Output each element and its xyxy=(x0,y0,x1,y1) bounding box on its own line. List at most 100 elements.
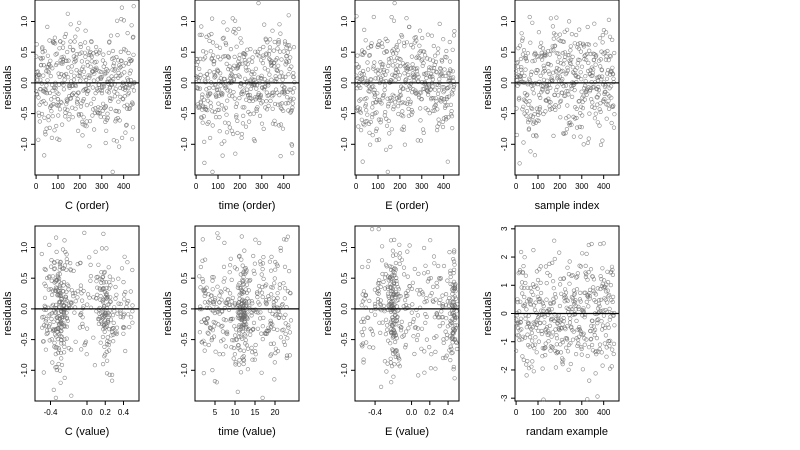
y-tick-label: -1.0 xyxy=(340,137,349,151)
data-point xyxy=(110,326,115,331)
data-point xyxy=(415,138,420,143)
data-point xyxy=(608,54,613,59)
data-point xyxy=(78,283,83,288)
data-point xyxy=(68,347,74,353)
data-point xyxy=(444,292,449,297)
data-point xyxy=(88,73,93,78)
data-point xyxy=(520,291,525,296)
data-point xyxy=(430,77,436,82)
data-point xyxy=(47,125,52,130)
data-point xyxy=(555,84,560,89)
data-point xyxy=(111,332,116,337)
data-point xyxy=(212,379,217,384)
data-point xyxy=(517,95,522,100)
x-tick-label: 300 xyxy=(575,408,589,417)
data-point xyxy=(106,343,111,348)
data-point xyxy=(237,362,242,367)
data-point xyxy=(129,315,134,320)
data-point xyxy=(69,69,74,74)
data-point xyxy=(610,299,615,305)
data-point xyxy=(552,43,558,48)
data-point xyxy=(65,318,70,323)
data-point xyxy=(557,282,563,287)
data-point xyxy=(45,53,51,58)
data-point xyxy=(582,83,588,88)
data-point xyxy=(128,68,133,73)
data-point xyxy=(231,131,236,137)
data-point xyxy=(119,135,125,140)
data-point xyxy=(517,337,522,343)
data-point xyxy=(278,154,283,159)
data-point xyxy=(599,77,604,82)
data-point xyxy=(51,85,57,90)
data-point xyxy=(605,300,610,305)
data-point xyxy=(454,340,459,346)
data-point xyxy=(260,267,265,272)
data-point xyxy=(446,85,451,90)
data-point xyxy=(47,322,52,327)
data-point xyxy=(402,44,407,49)
data-point xyxy=(113,296,118,301)
data-point xyxy=(602,296,607,301)
data-point xyxy=(372,301,378,307)
data-point xyxy=(568,48,573,53)
data-point xyxy=(436,88,442,93)
data-point xyxy=(601,308,606,313)
data-point xyxy=(379,384,384,390)
data-point xyxy=(232,96,237,101)
data-point xyxy=(223,286,228,291)
data-point xyxy=(197,86,203,91)
data-point xyxy=(449,287,455,292)
data-point xyxy=(415,326,421,331)
data-point xyxy=(429,352,434,357)
data-point xyxy=(271,48,276,53)
data-point xyxy=(436,263,441,269)
data-point xyxy=(389,127,394,132)
data-point xyxy=(125,30,130,36)
data-point xyxy=(391,18,397,23)
data-point xyxy=(609,95,614,100)
data-point xyxy=(388,309,394,314)
y-axis-label: residuals xyxy=(482,65,494,110)
data-point xyxy=(582,315,587,320)
data-point xyxy=(569,31,575,37)
points-group xyxy=(33,4,137,174)
data-point xyxy=(389,364,395,369)
data-point xyxy=(440,355,446,361)
data-point xyxy=(549,48,554,53)
data-point xyxy=(385,286,391,291)
data-point xyxy=(57,262,63,267)
data-point xyxy=(128,83,133,88)
data-point xyxy=(239,334,244,339)
data-point xyxy=(364,96,369,101)
data-point xyxy=(561,83,566,89)
data-point xyxy=(370,112,375,117)
data-point xyxy=(411,319,416,324)
x-tick-label: 200 xyxy=(553,182,567,191)
data-point xyxy=(106,286,112,291)
data-point xyxy=(448,358,453,363)
data-point xyxy=(250,55,255,60)
data-point xyxy=(210,287,215,292)
data-point xyxy=(401,86,406,91)
data-point xyxy=(554,51,559,56)
data-point xyxy=(242,51,247,57)
data-point xyxy=(233,151,238,156)
data-point xyxy=(45,64,51,70)
data-point xyxy=(519,337,524,342)
data-point xyxy=(250,59,255,64)
data-point xyxy=(554,336,560,341)
data-point xyxy=(524,373,529,378)
data-point xyxy=(45,78,50,83)
data-point xyxy=(235,130,240,136)
data-point xyxy=(275,291,280,296)
data-point xyxy=(210,368,215,373)
data-point xyxy=(590,348,596,353)
data-point xyxy=(213,296,218,301)
data-point xyxy=(291,75,296,80)
data-point xyxy=(371,64,376,69)
data-point xyxy=(222,139,227,144)
data-point xyxy=(231,89,236,95)
data-point xyxy=(416,373,421,378)
data-point xyxy=(216,101,221,106)
